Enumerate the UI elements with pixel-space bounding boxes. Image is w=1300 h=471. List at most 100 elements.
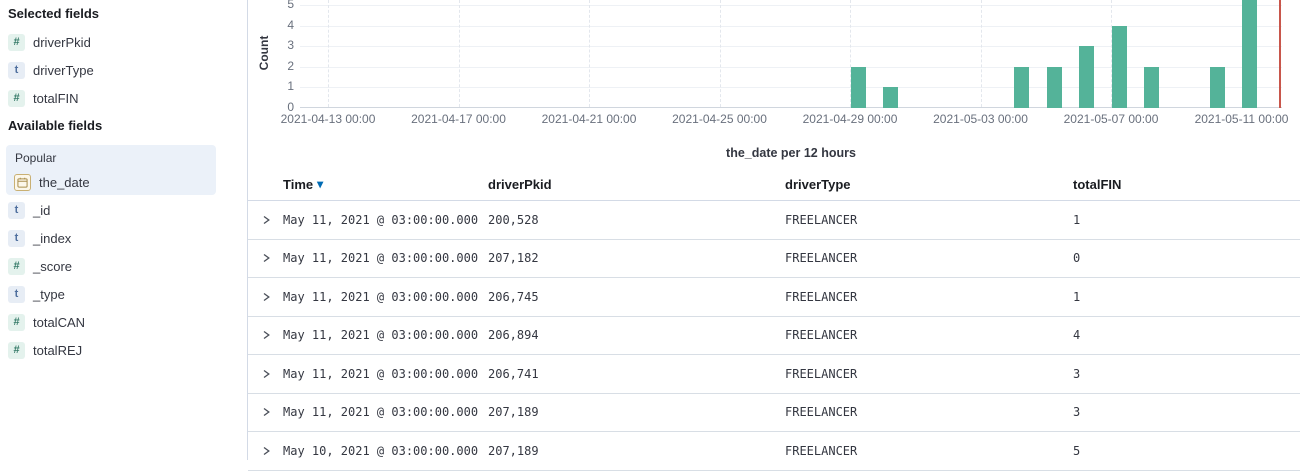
histogram-bar[interactable] xyxy=(1112,26,1127,108)
vertical-gridline xyxy=(589,0,590,107)
field-name-label: totalCAN xyxy=(33,315,85,330)
number-field-icon: # xyxy=(8,314,25,331)
horizontal-gridline xyxy=(300,5,1282,6)
horizontal-gridline xyxy=(300,87,1282,88)
expand-row-chevron-icon[interactable] xyxy=(262,328,274,342)
histogram-bar[interactable] xyxy=(1210,67,1225,108)
histogram-bar[interactable] xyxy=(883,87,898,108)
drivertype-cell: FREELANCER xyxy=(785,251,1073,265)
y-tick-label: 5 xyxy=(248,0,294,11)
string-field-icon: t xyxy=(8,230,25,247)
field-name-label: the_date xyxy=(39,175,90,190)
x-tick-label: 2021-04-29 00:00 xyxy=(785,112,915,126)
field-item-_id[interactable]: t _id xyxy=(0,196,247,224)
current-time-marker xyxy=(1279,0,1281,108)
time-cell: May 11, 2021 @ 03:00:00.000 xyxy=(283,290,488,304)
time-cell: May 11, 2021 @ 03:00:00.000 xyxy=(283,367,488,381)
number-field-icon: # xyxy=(8,34,25,51)
histogram-bar[interactable] xyxy=(1242,0,1257,108)
date-field-icon xyxy=(14,174,31,191)
x-tick-label: 2021-05-11 00:00 xyxy=(1177,112,1300,126)
expand-row-chevron-icon[interactable] xyxy=(262,367,274,381)
x-tick-label: 2021-04-21 00:00 xyxy=(524,112,654,126)
selected-fields-heading: Selected fields xyxy=(0,0,247,28)
field-item-_score[interactable]: #_score xyxy=(0,252,247,280)
vertical-gridline xyxy=(720,0,721,107)
column-header-drivertype[interactable]: driverType xyxy=(785,177,1073,192)
field-item-totalCAN[interactable]: # totalCAN xyxy=(0,308,247,336)
column-header-totalfin[interactable]: totalFIN xyxy=(1073,177,1300,192)
drivertype-cell: FREELANCER xyxy=(785,213,1073,227)
totalfin-cell: 5 xyxy=(1073,444,1300,458)
field-name-label: _type xyxy=(33,287,65,302)
time-cell: May 11, 2021 @ 03:00:00.000 xyxy=(283,213,488,227)
field-item-totalREJ[interactable]: # totalREJ xyxy=(0,336,247,364)
expand-row-chevron-icon[interactable] xyxy=(262,444,274,458)
y-tick-label: 4 xyxy=(248,18,294,32)
totalfin-cell: 1 xyxy=(1073,290,1300,304)
histogram-bar[interactable] xyxy=(1079,46,1094,108)
field-name-label: _index xyxy=(33,231,71,246)
expand-row-chevron-icon[interactable] xyxy=(262,290,274,304)
time-cell: May 11, 2021 @ 03:00:00.000 xyxy=(283,328,488,342)
string-field-icon: t xyxy=(8,286,25,303)
document-table: Time ▾ driverPkid driverType totalFIN Ma… xyxy=(248,168,1300,471)
histogram-bar[interactable] xyxy=(851,67,866,108)
horizontal-gridline xyxy=(300,26,1282,27)
x-axis-title: the_date per 12 hours xyxy=(300,146,1282,160)
histogram-bar[interactable] xyxy=(1144,67,1159,108)
column-header-time[interactable]: Time ▾ xyxy=(283,177,488,192)
drivertype-cell: FREELANCER xyxy=(785,328,1073,342)
field-name-label: totalREJ xyxy=(33,343,82,358)
field-item-_index[interactable]: t _index xyxy=(0,224,247,252)
driverpkid-cell: 200,528 xyxy=(488,213,785,227)
expand-row-chevron-icon[interactable] xyxy=(262,405,274,419)
field-name-label: _id xyxy=(33,203,50,218)
column-header-driverpkid[interactable]: driverPkid xyxy=(488,177,785,192)
x-tick-label: 2021-05-07 00:00 xyxy=(1046,112,1176,126)
time-cell: May 11, 2021 @ 03:00:00.000 xyxy=(283,251,488,265)
horizontal-gridline xyxy=(300,46,1282,47)
sort-desc-icon[interactable]: ▾ xyxy=(317,178,323,190)
field-item-_type[interactable]: t _type xyxy=(0,280,247,308)
available-fields-heading: Available fields xyxy=(0,112,247,140)
driverpkid-cell: 206,745 xyxy=(488,290,785,304)
y-tick-label: 3 xyxy=(248,38,294,52)
field-name-label: driverType xyxy=(33,63,94,78)
totalfin-cell: 3 xyxy=(1073,367,1300,381)
time-cell: May 10, 2021 @ 03:00:00.000 xyxy=(283,444,488,458)
number-field-icon: # xyxy=(8,342,25,359)
x-tick-label: 2021-04-25 00:00 xyxy=(655,112,785,126)
field-item-totalFIN[interactable]: #totalFIN xyxy=(0,84,247,112)
field-item-the_date[interactable]: the_date xyxy=(6,169,216,195)
expand-row-chevron-icon[interactable] xyxy=(262,213,274,227)
totalfin-cell: 4 xyxy=(1073,328,1300,342)
histogram-bar[interactable] xyxy=(1014,67,1029,108)
expand-row-chevron-icon[interactable] xyxy=(262,251,274,265)
popular-label: Popular xyxy=(6,145,216,169)
field-name-label: driverPkid xyxy=(33,35,91,50)
popular-fields-list: the_date xyxy=(6,169,216,195)
string-field-icon: t xyxy=(8,202,25,219)
y-tick-label: 1 xyxy=(248,79,294,93)
driverpkid-cell: 207,189 xyxy=(488,444,785,458)
drivertype-cell: FREELANCER xyxy=(785,444,1073,458)
x-tick-label: 2021-04-17 00:00 xyxy=(394,112,524,126)
totalfin-cell: 3 xyxy=(1073,405,1300,419)
histogram-bar[interactable] xyxy=(1047,67,1062,108)
x-axis-line xyxy=(300,107,1282,108)
vertical-gridline xyxy=(981,0,982,107)
field-name-label: _score xyxy=(33,259,72,274)
field-item-driverPkid[interactable]: # driverPkid xyxy=(0,28,247,56)
